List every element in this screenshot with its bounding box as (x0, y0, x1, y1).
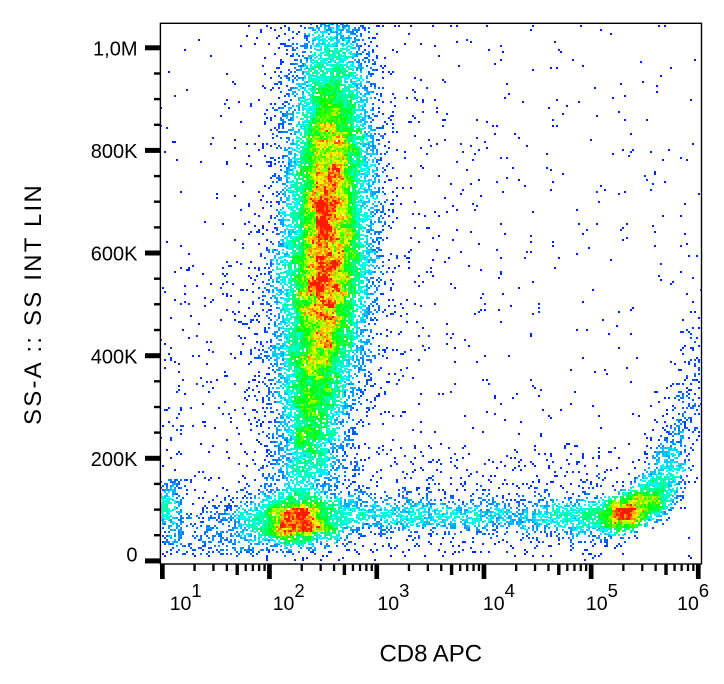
svg-text:800K: 800K (91, 141, 138, 163)
svg-text:SS-A :: SS INT LIN: SS-A :: SS INT LIN (20, 183, 47, 425)
svg-text:400K: 400K (91, 346, 138, 368)
svg-text:CD8 APC: CD8 APC (379, 641, 482, 668)
svg-text:200K: 200K (91, 449, 138, 471)
svg-text:0: 0 (126, 544, 137, 566)
svg-text:1,0M: 1,0M (93, 38, 137, 60)
svg-text:600K: 600K (91, 244, 138, 266)
